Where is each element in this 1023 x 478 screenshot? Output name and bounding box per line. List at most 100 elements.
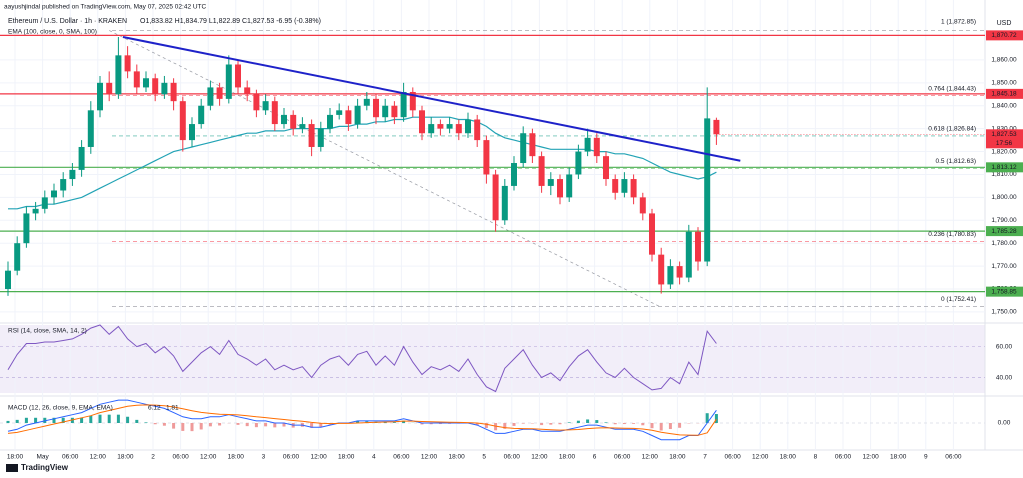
macd-histogram (34, 417, 38, 423)
macd-histogram (613, 423, 617, 425)
candle-body (428, 124, 435, 134)
ohlc-label: O1,833.82 H1,834.79 L1,822.89 C1,827.53 … (140, 18, 321, 25)
candle-body (317, 128, 324, 147)
macd-value: 6.12 (148, 405, 161, 412)
candle-body (161, 82, 168, 95)
candle-body (455, 124, 462, 134)
level-box (986, 286, 1023, 297)
macd-histogram (273, 423, 277, 428)
signal-value: 1.81 (166, 405, 179, 412)
candle-body (207, 87, 214, 106)
x-tick-label: 18:00 (890, 454, 907, 461)
macd-histogram (558, 423, 562, 425)
candle-body (465, 119, 471, 134)
macd-histogram (586, 419, 590, 423)
macd-histogram (181, 423, 185, 431)
level-box (986, 226, 1023, 237)
candle-body (87, 110, 94, 147)
candle-body (713, 119, 720, 135)
candle-body (216, 87, 223, 99)
candle-body (419, 110, 425, 134)
candle-body (106, 82, 113, 95)
x-tick-label: 06:00 (172, 454, 189, 461)
x-tick-label: 7 (703, 454, 707, 461)
macd-histogram (254, 423, 258, 428)
candle-body (336, 110, 343, 115)
candle-body (5, 270, 11, 290)
x-tick-label: 3 (262, 454, 266, 461)
x-tick-label: 18:00 (448, 454, 465, 461)
candle-body (23, 213, 30, 244)
candle-body (262, 101, 269, 111)
level-box (986, 88, 1023, 99)
x-tick-label: 06:00 (283, 454, 300, 461)
candle-body (382, 105, 389, 118)
macd-histogram (89, 415, 93, 423)
candle-body (676, 266, 683, 278)
candle-body (520, 133, 527, 164)
macd-histogram (6, 420, 10, 423)
macd-histogram (512, 423, 516, 426)
candle-body (299, 124, 306, 129)
candle-body (593, 137, 600, 157)
x-tick-label: 2 (151, 454, 155, 461)
macd-histogram (15, 419, 19, 423)
candle-body (124, 55, 131, 72)
y-tick-label: 1,790.00 (991, 217, 1017, 224)
x-tick-label: 06:00 (614, 454, 631, 461)
candle-body (621, 179, 628, 193)
macd-histogram (576, 420, 580, 423)
candle-body (391, 105, 398, 118)
grid (0, 0, 985, 450)
macd-histogram (632, 423, 636, 424)
candle-body (189, 124, 195, 141)
candle-body (354, 105, 361, 125)
x-tick-label: May (36, 454, 49, 461)
macd-histogram (420, 423, 424, 425)
candle-body (235, 64, 241, 88)
macd-histogram (264, 423, 268, 427)
candle-body (501, 185, 508, 221)
macd-histogram (218, 423, 222, 426)
x-tick-label: 06:00 (945, 454, 962, 461)
x-tick-label: 18:00 (559, 454, 576, 461)
fib-label: 0.764 (1,844.43) (928, 85, 976, 92)
signal-line (7, 404, 717, 436)
candle-body (695, 231, 701, 262)
candle-body (685, 231, 692, 278)
candle-body (612, 179, 619, 193)
candle-body (179, 101, 186, 141)
macd-histogram (310, 423, 314, 428)
macd-histogram (80, 417, 84, 423)
rsi-label: RSI (14, close, SMA, 14, 2) (8, 328, 87, 335)
footer-logo: TradingView (21, 463, 69, 472)
fib-label: 0.618 (1,826.84) (928, 126, 976, 133)
candle-body (363, 98, 370, 106)
x-tick-label: 18:00 (117, 454, 134, 461)
candle-body (446, 124, 453, 129)
candle-body (547, 179, 554, 186)
candle-body (437, 124, 444, 129)
candle-body (115, 55, 122, 95)
candle-body (511, 163, 517, 186)
macd-histogram (282, 423, 286, 427)
x-tick-label: 06:00 (393, 454, 410, 461)
candle-body (244, 87, 251, 95)
chart-title: Ethereum / U.S. Dollar · 1h · KRAKEN (8, 18, 127, 25)
candle-body (271, 101, 278, 125)
fib-label: 0 (1,752.41) (941, 296, 976, 303)
rsi-tick-label: 60.00 (996, 343, 1013, 350)
macd-histogram (705, 413, 709, 423)
rsi-line (7, 324, 717, 393)
candle-body (704, 118, 711, 262)
candle-body (14, 243, 21, 271)
macd-histogram (484, 423, 488, 428)
macd-histogram (641, 423, 645, 426)
x-tick-label: 06:00 (835, 454, 852, 461)
macd-histogram (668, 423, 672, 430)
y-tick-label: 1,820.00 (991, 148, 1017, 155)
candle-body (373, 98, 379, 118)
x-tick-label: 6 (593, 454, 597, 461)
y-tick-label: 1,770.00 (991, 263, 1017, 270)
